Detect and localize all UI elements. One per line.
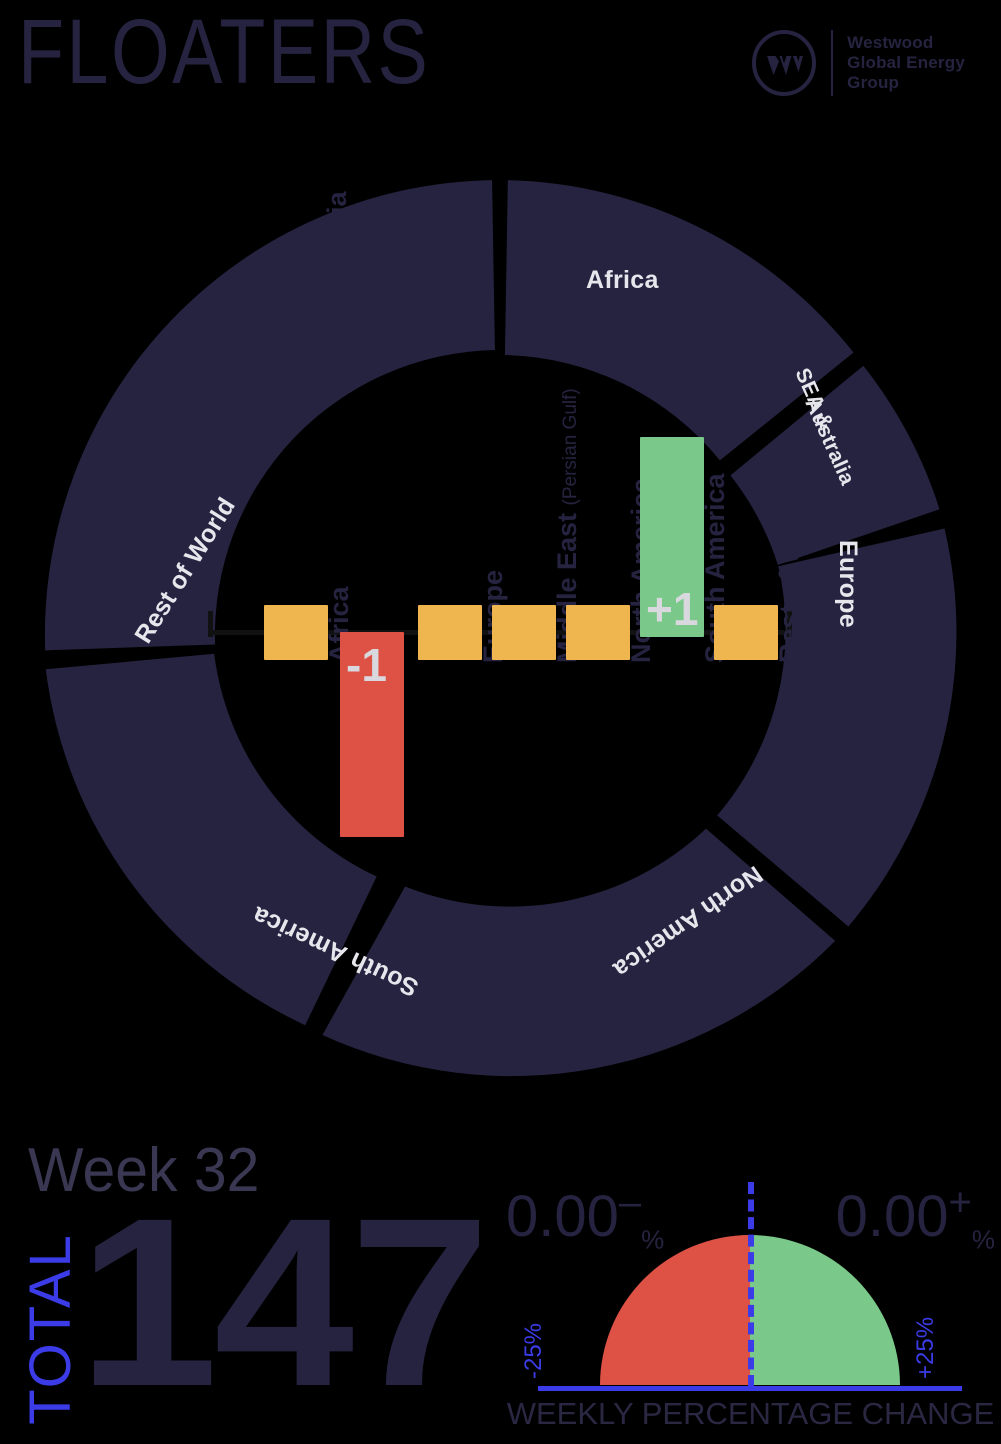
region-weekly-change-gauge: 0.00–% 0.00+% -25% +25% WEEKLY PERCENTAG… [500,1140,1001,1431]
bar-value-south-america: +1 [646,583,699,635]
negative-percent-unit: % [641,1224,665,1255]
negative-change-number: 0.00 [506,1184,619,1249]
bar-group-north-america[interactable]: North America [566,420,656,950]
bar-label-rest-of-world: Rest of World [774,488,804,663]
page-title: FLOATERS [18,1,431,103]
gauge-positive-half [750,1235,900,1385]
region-donut-chart: Africa SEA & Australia Europe North Amer… [0,140,1001,1130]
gauge-center-marker [748,1182,754,1387]
bar-north-america[interactable] [566,605,630,660]
total-caption: TOTAL [18,1233,83,1425]
gauge-caption: WEEKLY PERCENTAGE CHANGE [506,1396,995,1431]
axis-end-cap-right [787,611,792,637]
logo-line-3: Group [847,73,900,92]
bar-group-africa[interactable]: Africa [264,420,354,950]
axis-end-cap-left [208,611,213,637]
bar-group-south-america[interactable]: +1 South America [640,420,730,950]
bar-group-sea-australia[interactable]: -1 SEA & Australia [322,191,404,950]
donut-segment-europe[interactable] [717,528,957,927]
total-value: 147 [78,1168,490,1436]
gauge-tick-min: -25% [520,1322,547,1379]
bar-value-sea-australia: -1 [346,639,387,691]
bar-label-sea-australia: SEA & Australia [322,191,352,395]
brand-logo: Westwood Global Energy Group [751,18,965,108]
donut-label-europe: Europe [834,540,862,628]
gauge-semicircle [600,1235,900,1385]
gauge-baseline [538,1386,962,1391]
donut-segments [44,180,957,1077]
positive-change-number: 0.00 [835,1184,949,1249]
donut-segment-north-america[interactable] [322,828,836,1077]
positive-sign-icon: + [948,1180,972,1225]
gauge-negative-half [600,1235,750,1385]
bar-middle-east[interactable] [492,605,556,660]
header: FLOATERS Westwood Global Energy Group [0,0,1001,130]
logo-line-2: Global Energy [847,53,965,72]
donut-label-africa: Africa [586,266,659,294]
donut-segment-rest-of-world[interactable] [44,180,495,651]
gauge-tick-max: +25% [912,1316,939,1379]
region-bar-chart: Africa -1 SEA & Australia Europe Middle … [200,191,804,950]
negative-sign-icon: – [618,1180,642,1225]
w-monogram-icon [751,30,817,96]
bar-rest-of-world[interactable] [714,605,778,660]
bar-south-america[interactable] [640,437,704,637]
bar-sea-australia[interactable] [340,632,404,837]
logo-wordmark: Westwood Global Energy Group [847,33,965,93]
logo-line-1: Westwood [847,33,934,52]
negative-change-value: 0.00–% [506,1183,664,1253]
positive-change-value: 0.00+% [836,1183,995,1253]
bar-group-middle-east[interactable]: Middle East (Persian Gulf) [492,388,582,950]
donut-segment-africa[interactable] [504,180,854,461]
donut-segment-sea-australia[interactable] [730,365,940,565]
logo-divider [831,30,834,96]
donut-segment-south-america[interactable] [45,653,377,1026]
bar-europe[interactable] [418,605,482,660]
week-label: Week 32 [28,1136,260,1205]
positive-percent-unit: % [971,1224,995,1255]
bar-group-europe[interactable]: Europe [418,420,508,950]
bar-group-rest-of-world[interactable]: Rest of World [714,420,804,950]
bar-africa[interactable] [264,605,328,660]
